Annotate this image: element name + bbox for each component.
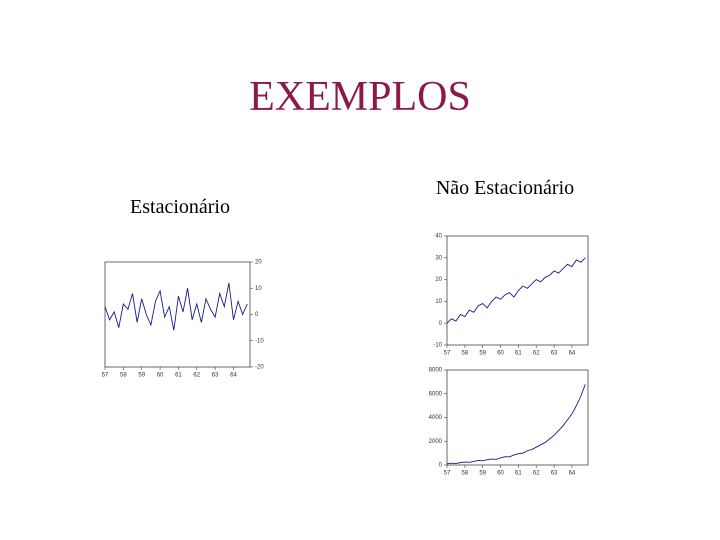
y-tick-label: 30 (435, 255, 442, 261)
series-line (104, 282, 248, 331)
x-tick-label: 62 (533, 471, 540, 477)
plot-frame (446, 235, 589, 346)
y-tick-label: 10 (435, 299, 442, 305)
series-line (446, 257, 586, 324)
right-heading: Não Estacionário (436, 177, 574, 199)
x-tick-label: 60 (157, 373, 164, 379)
y-tick-label: 0 (439, 463, 443, 469)
x-tick-label: 59 (138, 373, 145, 379)
x-tick-label: 58 (462, 471, 469, 477)
left-heading: Estacionário (130, 196, 230, 218)
x-tick-label: 63 (551, 471, 558, 477)
y-tick-label: 0 (439, 321, 443, 327)
y-tick-label: 40 (435, 234, 442, 240)
y-tick-label: 4000 (429, 415, 443, 421)
x-tick-label: 57 (444, 471, 451, 477)
x-tick-label: 64 (230, 373, 237, 379)
x-tick-label: 61 (515, 471, 522, 477)
x-tick-label: 64 (569, 471, 576, 477)
x-tick-label: 63 (212, 373, 219, 379)
x-tick-label: 62 (533, 351, 540, 357)
x-tick-label: 59 (479, 351, 486, 357)
y-tick-label: 20 (255, 260, 262, 266)
x-tick-label: 61 (175, 373, 182, 379)
x-tick-label: 64 (569, 351, 576, 357)
slide-title: EXEMPLOS (249, 74, 471, 120)
x-tick-label: 58 (462, 351, 469, 357)
y-tick-label: 8000 (429, 368, 443, 374)
x-tick-label: 62 (193, 373, 200, 379)
y-tick-label: -10 (433, 343, 442, 349)
y-tick-label: 10 (255, 286, 262, 292)
x-tick-label: 58 (120, 373, 127, 379)
x-tick-label: 59 (479, 471, 486, 477)
x-tick-label: 60 (497, 351, 504, 357)
series-line (446, 384, 586, 465)
x-tick-label: 63 (551, 351, 558, 357)
x-tick-label: 57 (102, 373, 109, 379)
x-tick-label: 60 (497, 471, 504, 477)
y-tick-label: -10 (255, 338, 264, 344)
x-tick-label: 61 (515, 351, 522, 357)
y-tick-label: 6000 (429, 391, 443, 397)
y-tick-label: 20 (435, 277, 442, 283)
plot-frame (104, 261, 251, 368)
plot-frame (446, 369, 589, 466)
x-tick-label: 57 (444, 351, 451, 357)
y-tick-label: 2000 (429, 439, 443, 445)
y-tick-label: 0 (255, 312, 259, 318)
y-tick-label: -20 (255, 365, 264, 371)
